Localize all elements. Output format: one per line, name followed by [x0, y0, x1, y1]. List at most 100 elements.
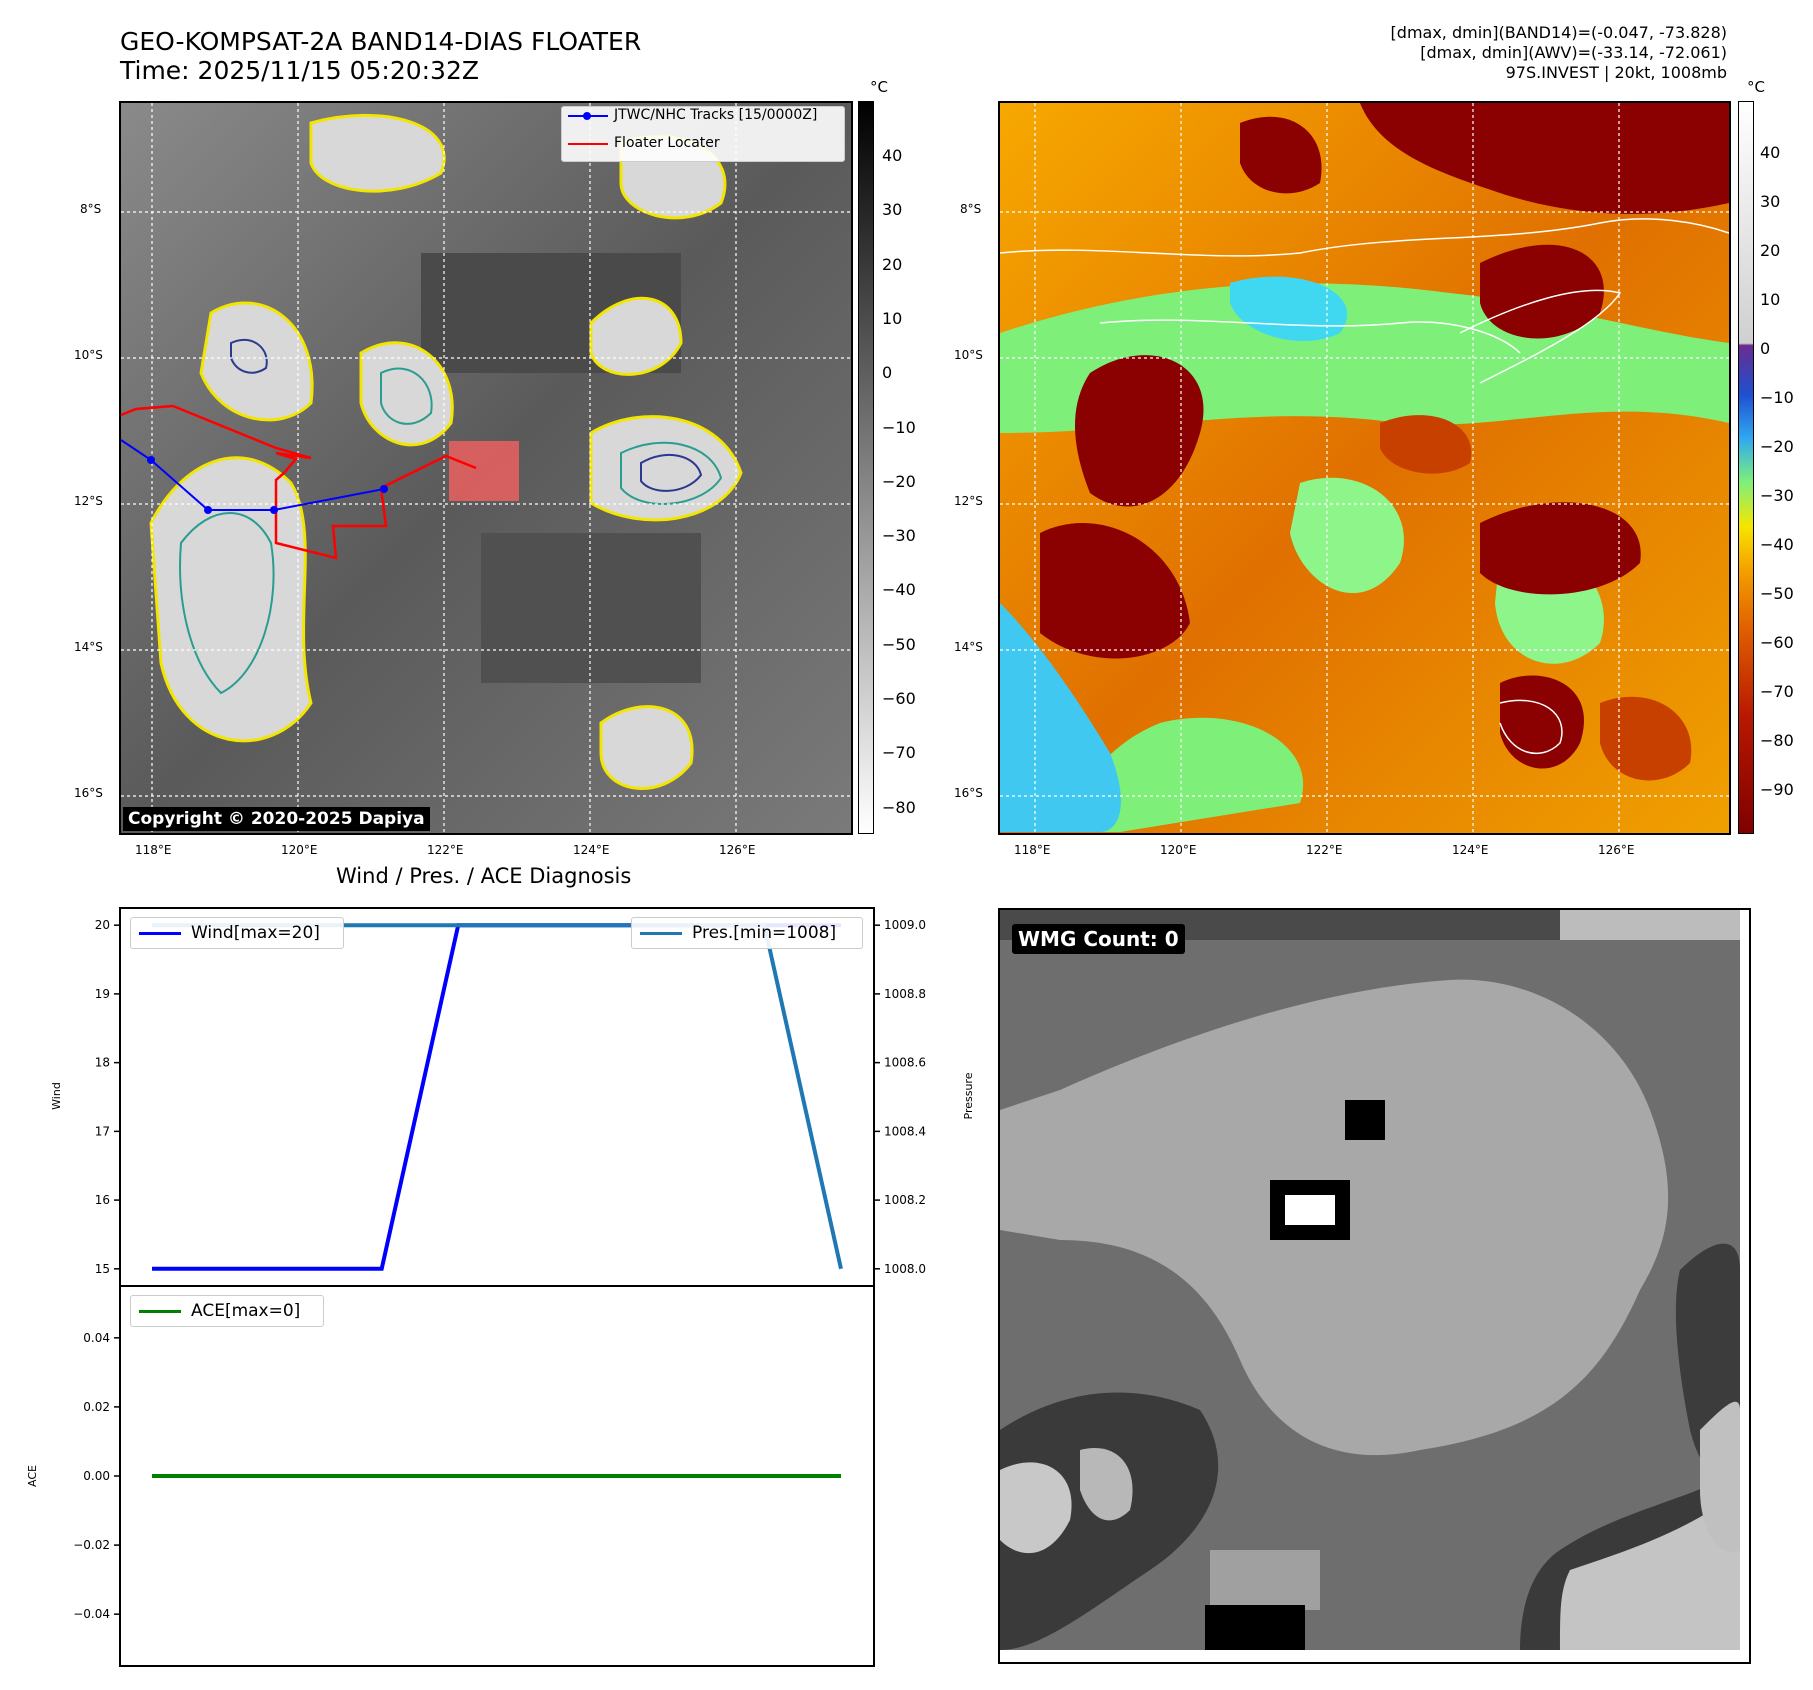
awv-map-image [1000, 103, 1729, 833]
lat-tick: 8°S [80, 202, 102, 216]
floater-legend-line [568, 143, 608, 145]
wind-legend-label: Wind[max=20] [191, 923, 320, 943]
colorbar-tick-label: −50 [1760, 584, 1794, 603]
ace-axis-label: ACE [26, 1465, 39, 1487]
colorbar-tick-label: 40 [1760, 143, 1781, 162]
y-tick-label: 15 [95, 1262, 110, 1276]
ace-legend-label: ACE[max=0] [191, 1301, 301, 1321]
copyright-label: Copyright © 2020-2025 Dapiya [123, 807, 430, 831]
y-tick-label: 19 [95, 987, 110, 1001]
info-band14: [dmax, dmin](BAND14)=(-0.047, -73.828) [1390, 23, 1727, 42]
wmg-count-label: WMG Count: 0 [1012, 924, 1185, 954]
lon-tick: 118°E [135, 843, 172, 857]
colorbar-tick-label: −10 [882, 417, 916, 437]
colorbar-tick-label: −20 [1760, 437, 1794, 456]
colorbar-tick-label: 0 [1760, 339, 1771, 358]
colorbar-tick-label: −70 [882, 743, 916, 763]
pressure-legend-line [640, 932, 682, 935]
colorbar-tick-label: −10 [1760, 388, 1794, 407]
colorbar-tick-label: 30 [882, 200, 903, 220]
wind-legend-line [139, 932, 181, 935]
floater-legend-label: Floater Locater [614, 135, 720, 151]
y-tick-label: 1008.0 [884, 1262, 926, 1276]
wind-legend: Wind[max=20] [130, 917, 344, 949]
info-awv: [dmax, dmin](AWV)=(-33.14, -72.061) [1420, 43, 1727, 62]
wmg-image [1000, 910, 1749, 1662]
tracks-legend-label: JTWC/NHC Tracks [15/0000Z] [614, 107, 818, 123]
chart-title: GEO-KOMPSAT-2A BAND14-DIAS FLOATER [120, 27, 642, 56]
colorbar-tick-label: −80 [882, 797, 916, 817]
diagnosis-title: Wind / Pres. / ACE Diagnosis [336, 864, 632, 888]
lon-tick: 124°E [573, 843, 610, 857]
colorbar-tick-label: −30 [1760, 486, 1794, 505]
colorbar-tick-label: 10 [882, 308, 903, 328]
colorbar-tick-label: −60 [882, 689, 916, 708]
wind-axis-label: Wind [50, 1082, 63, 1110]
series-line-0 [152, 923, 841, 1271]
y-tick-label: 1008.6 [884, 1056, 926, 1070]
y-tick-label: 0.04 [83, 1331, 110, 1345]
lat-tick: 16°S [954, 786, 983, 800]
diagnosis-chart: 20 19 18 17 16 15 1009.0 1008.8 1008.6 1008.4 100… [26, 907, 975, 1667]
lat-tick: 8°S [960, 202, 982, 216]
band14-map: JTWC/NHC Tracks [15/0000Z] Floater Locat… [119, 101, 853, 835]
colorbar-tick-label: −70 [1760, 682, 1794, 701]
colorbar-tick-label: 30 [1760, 192, 1781, 211]
lat-tick: 10°S [954, 348, 983, 362]
lat-tick: 14°S [74, 640, 103, 654]
wmg-panel: WMG Count: 0 [998, 908, 1751, 1664]
lon-tick: 120°E [281, 843, 318, 857]
tracks-legend-marker [583, 112, 591, 120]
y-tick-label: 0.00 [83, 1469, 110, 1483]
colorbar-tick-label: −20 [882, 471, 916, 491]
colorbar-tick-label: −80 [1760, 731, 1794, 750]
wind-pressure-axes [119, 907, 875, 1287]
colorbar-tick-label: 20 [882, 254, 903, 274]
lon-tick: 126°E [719, 843, 756, 857]
chart-time: Time: 2025/11/15 05:20:32Z [120, 56, 479, 85]
y-tick-label: 18 [95, 1056, 110, 1070]
band14-map-image [121, 103, 851, 833]
lat-tick: 12°S [954, 494, 983, 508]
y-tick-label: 1008.2 [884, 1193, 926, 1207]
y-tick-label: −0.04 [73, 1607, 110, 1621]
lat-tick: 12°S [74, 494, 103, 508]
lat-tick: 16°S [74, 786, 103, 800]
colorbar-tick-label: 0 [882, 363, 893, 383]
pressure-legend: Pres.[min=1008] [631, 917, 863, 949]
ace-legend-line [139, 1310, 181, 1313]
series-line-1 [152, 923, 843, 1270]
band14-colorbar [858, 101, 874, 834]
pressure-legend-label: Pres.[min=1008] [692, 923, 837, 943]
info-storm: 97S.INVEST | 20kt, 1008mb [1505, 63, 1727, 82]
awv-colorbar [1738, 101, 1754, 834]
lon-tick: 124°E [1452, 843, 1489, 857]
y-tick-label: 1009.0 [884, 918, 926, 932]
awv-colorbar-unit: °C [1747, 78, 1765, 96]
ace-legend: ACE[max=0] [130, 1295, 324, 1327]
lon-tick: 120°E [1160, 843, 1197, 857]
y-tick-label: 16 [95, 1193, 110, 1207]
lat-tick: 10°S [74, 348, 103, 362]
y-tick-label: −0.02 [73, 1538, 110, 1552]
colorbar-tick-label: 10 [1760, 290, 1781, 309]
lat-tick: 14°S [954, 640, 983, 654]
y-tick-label: 1008.8 [884, 987, 926, 1001]
colorbar-tick-label: 20 [1760, 241, 1781, 260]
band14-colorbar-unit: °C [870, 78, 888, 96]
lon-tick: 118°E [1014, 843, 1051, 857]
lon-tick: 122°E [427, 843, 464, 857]
y-tick-label: 0.02 [83, 1400, 110, 1414]
colorbar-tick-label: −40 [882, 580, 916, 600]
colorbar-tick-label: 40 [882, 146, 903, 165]
pressure-axis-label: Pressure [962, 1072, 975, 1119]
y-tick-label: 17 [95, 1124, 110, 1138]
awv-map [998, 101, 1731, 835]
y-tick-label: 20 [95, 918, 110, 932]
band14-legend: JTWC/NHC Tracks [15/0000Z] Floater Locat… [561, 106, 845, 162]
colorbar-tick-label: −60 [1760, 633, 1794, 652]
colorbar-tick-label: −40 [1760, 535, 1794, 554]
lon-tick: 126°E [1598, 843, 1635, 857]
colorbar-tick-label: −30 [882, 526, 916, 546]
colorbar-tick-label: −90 [1760, 780, 1794, 799]
